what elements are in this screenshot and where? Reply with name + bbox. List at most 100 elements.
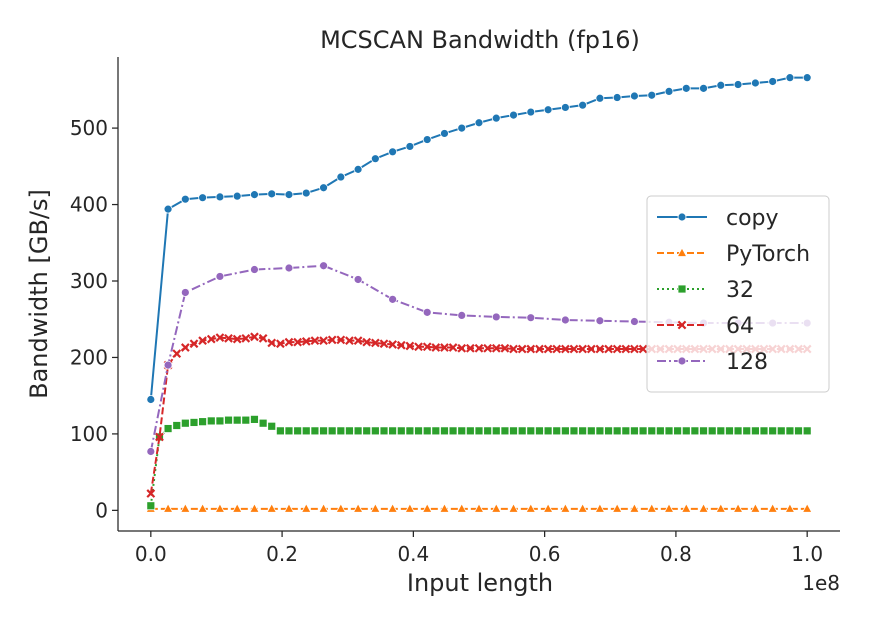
series-pytorch-point [249, 502, 260, 513]
series-32-point [474, 426, 484, 436]
series-32 [146, 414, 812, 511]
series-32-point [535, 426, 544, 436]
series-pytorch-point [180, 502, 191, 513]
series-64-point-stroke [543, 344, 553, 354]
series-64-point [180, 343, 190, 352]
series-64-point-stroke [422, 342, 432, 352]
series-32-point [742, 426, 752, 436]
series-128-point [215, 272, 225, 281]
series-64-point-stroke [414, 342, 423, 352]
legend-item-128-label: 128 [726, 350, 768, 375]
series-64-point-stroke [586, 344, 596, 354]
series-copy-point [578, 100, 588, 110]
series-32-point [595, 426, 605, 436]
series-copy-point [146, 395, 156, 404]
series-64-point [146, 489, 156, 498]
series-64-point [604, 344, 613, 354]
chart-title: MCSCAN Bandwidth (fp16) [320, 26, 640, 54]
series-64-point-stroke [189, 339, 199, 349]
series-64-point-stroke [146, 489, 156, 498]
legend-item-copy: copy [657, 206, 779, 231]
series-pytorch-point [266, 502, 277, 513]
series-64-point-stroke [293, 337, 303, 347]
series-64-point [422, 342, 432, 352]
series-64-point [595, 344, 605, 354]
series-pytorch-point [732, 502, 744, 513]
y-axis-label: Bandwidth [GB/s] [25, 189, 53, 399]
series-64-point [293, 337, 303, 347]
series-64-point-stroke [284, 337, 294, 347]
series-64-point [362, 337, 372, 347]
series-64-point [250, 332, 259, 342]
series-copy-point [543, 105, 553, 115]
series-copy-point [802, 73, 812, 83]
series-pytorch-point [352, 502, 364, 513]
series-32-point [716, 426, 726, 436]
series-copy-point [353, 164, 363, 174]
series-64-point-stroke [552, 344, 562, 354]
legend: copy PyTorch 32 64 128 [646, 195, 830, 393]
series-64-point [284, 337, 294, 347]
series-32-point [630, 426, 639, 436]
series-32-point [431, 426, 441, 436]
series-128-point [491, 312, 501, 322]
series-copy-point [526, 107, 536, 117]
series-64-point [310, 336, 320, 346]
series-64-point [241, 333, 251, 343]
series-copy-point [422, 135, 432, 144]
series-32-point [388, 426, 398, 436]
legend-item-32: 32 [657, 278, 754, 303]
series-64-point-stroke [198, 336, 207, 346]
x-axis-offset-label: 1e8 [802, 571, 840, 595]
series-64-point-stroke [465, 343, 475, 353]
series-64-point [543, 344, 553, 354]
series-32-point [448, 426, 458, 436]
series-64-point-stroke [569, 344, 579, 354]
series-copy-point [733, 80, 743, 89]
series-64-point [621, 344, 631, 354]
series-64-point [206, 334, 216, 344]
series-64-point [560, 344, 570, 354]
series-32-point [543, 426, 553, 436]
series-32-point [768, 426, 778, 436]
series-copy-point [163, 204, 173, 214]
series-64-point [526, 344, 536, 354]
series-pytorch-point [370, 502, 381, 513]
series-pytorch-point [335, 502, 347, 513]
series-32-point [690, 426, 700, 436]
series-pytorch-point [681, 502, 692, 513]
series-32-point [776, 426, 786, 436]
series-64-point-stroke [612, 344, 622, 354]
series-32-point [465, 426, 475, 436]
series-32-point [604, 426, 613, 436]
x-tick-label: 0.8 [660, 542, 692, 566]
series-pytorch-point [801, 502, 813, 513]
series-copy-point [474, 118, 484, 128]
series-32-point [215, 416, 225, 426]
y-tick-label: 100 [70, 422, 108, 446]
series-copy-point [509, 110, 518, 120]
series-copy-point [768, 77, 778, 86]
series-128-point [319, 261, 328, 271]
series-pytorch-point [214, 502, 226, 513]
series-64-point-stroke [301, 337, 311, 346]
series-64-point [319, 336, 328, 346]
series-32-point [586, 426, 596, 436]
series-32-point [560, 426, 570, 436]
y-tick-label: 400 [70, 193, 108, 217]
series-64-point [474, 343, 484, 353]
series-64-point [301, 337, 311, 346]
series-32-point [353, 426, 363, 436]
series-64-point [353, 336, 363, 346]
series-copy-point [681, 83, 691, 93]
x-tick-label: 0.4 [397, 542, 429, 566]
series-32-point [250, 414, 259, 424]
series-32-point [258, 418, 268, 428]
series-copy-point [716, 80, 726, 90]
series-64-point [440, 343, 449, 352]
series-pytorch-point [594, 502, 606, 513]
series-copy-point [612, 93, 622, 102]
series-64-point-stroke [206, 334, 216, 344]
series-32-point [707, 426, 717, 436]
series-64-point-stroke [336, 335, 346, 345]
